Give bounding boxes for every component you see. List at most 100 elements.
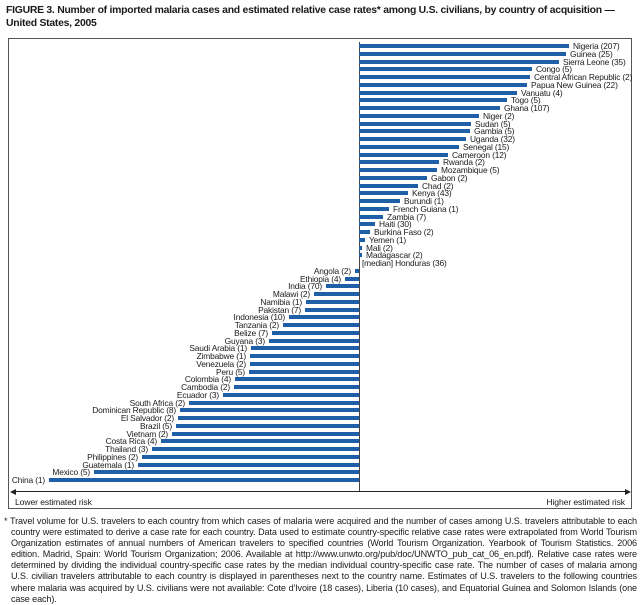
bar-label: Sierra Leone (35) [563, 56, 626, 67]
bar [359, 59, 559, 64]
bar-label: Central African Republic (2) [534, 72, 633, 82]
bar-label: Rwanda (2) [443, 157, 485, 168]
bar [359, 222, 375, 227]
bar-label: Ethiopia (4) [299, 273, 341, 284]
bar [269, 338, 359, 343]
bar [359, 253, 362, 258]
bar-label: Papua New Guinea (22) [531, 79, 618, 90]
bar-label: Indonesia (10) [233, 312, 286, 323]
bar-label: Thailand (3) [105, 444, 148, 454]
bar-label: Yemen (1) [369, 234, 406, 245]
bar [189, 400, 359, 405]
bar [359, 106, 500, 110]
bar [359, 67, 532, 72]
bar-label: Philippines (2) [87, 451, 138, 462]
bar [359, 175, 427, 180]
bar-label: [median] Honduras (36) [362, 258, 447, 268]
bar [250, 354, 359, 358]
bar [234, 385, 359, 389]
bar-label: Malawi (2) [272, 289, 310, 299]
bar-label: Angola (2) [313, 265, 351, 276]
bar-label: Namibia (1) [260, 296, 302, 307]
bar-label: Ecuador (3) [176, 389, 219, 400]
bar [359, 144, 459, 149]
bar-label: French Guiana (1) [393, 203, 459, 214]
footnote: * Travel volume for U.S. travelers to ea… [4, 516, 637, 604]
bar [359, 82, 527, 87]
bar-label: Dominican Republic (8) [92, 405, 176, 416]
bar-label: Brazil (5) [139, 420, 172, 431]
bar [305, 307, 359, 312]
bar [359, 214, 383, 219]
bar [359, 183, 418, 188]
bar-label: Congo (5) [536, 64, 572, 75]
bar-label: Peru (5) [215, 366, 245, 377]
bar [49, 478, 359, 482]
bar-label: Nigeria (207) [573, 41, 620, 51]
bar [359, 206, 389, 211]
bar-label: El Salvador (2) [120, 413, 174, 423]
bar [249, 369, 359, 374]
bar [359, 51, 566, 56]
bar [326, 284, 359, 289]
bar [359, 137, 466, 141]
bar-label: Pakistan (7) [258, 304, 301, 315]
bar-label: Cambodia (2) [181, 382, 230, 392]
arrow-left-icon [10, 488, 16, 495]
bar [359, 121, 471, 126]
bar [359, 129, 470, 134]
bar-label: Belize (7) [234, 327, 268, 338]
bar [172, 431, 359, 436]
bar [250, 361, 359, 366]
bar [359, 168, 437, 172]
bar [359, 98, 507, 103]
axis-label-higher-risk: Higher estimated risk [546, 497, 625, 507]
bar [359, 90, 517, 95]
bar-label: Haiti (30) [379, 219, 412, 230]
bar [178, 416, 359, 420]
bar [176, 423, 359, 428]
arrow-right-icon [625, 488, 631, 495]
bar-label: Venezuela (2) [196, 358, 246, 369]
bar-label: Colombia (4) [184, 374, 231, 385]
bar [142, 454, 359, 459]
bar [289, 315, 359, 320]
bar [251, 346, 359, 351]
bar-label: Niger (2) [483, 110, 515, 121]
bar-label: Cameroon (12) [452, 149, 507, 160]
bar [359, 44, 569, 48]
bar-label: China (1) [11, 475, 45, 485]
bar [359, 75, 530, 79]
bar [359, 245, 362, 250]
bar-label: Zimbabwe (1) [196, 351, 247, 361]
bar-label: India (70) [288, 281, 322, 292]
bar [359, 237, 365, 242]
bar-label: Costa Rica (4) [105, 436, 158, 447]
bar [314, 292, 359, 296]
bar-label: Saudi Arabia (1) [189, 343, 247, 354]
bar-label: Uganda (32) [470, 134, 515, 144]
bar [359, 230, 370, 234]
bar-label: Tanzania (2) [234, 320, 279, 330]
bar-label: Senegal (15) [463, 141, 510, 152]
bar-label: Guatemala (1) [82, 459, 134, 470]
bar-label: Vanuatu (4) [521, 87, 563, 98]
bar-label: South Africa (2) [129, 397, 185, 408]
bar [345, 276, 359, 281]
risk-axis-arrow [15, 491, 626, 492]
bar [359, 113, 479, 118]
bar [138, 462, 359, 467]
bar [161, 439, 359, 444]
bar-label: Guyana (3) [224, 335, 266, 346]
bar [359, 199, 400, 203]
bar-label: Vietnam (2) [126, 428, 169, 439]
bar [359, 152, 448, 157]
bar [359, 160, 439, 165]
bar-label: Burkina Faso (2) [374, 227, 434, 237]
median-axis-line [359, 42, 360, 492]
bar [272, 330, 359, 335]
bar [94, 470, 359, 475]
bar-label: Zambia (7) [387, 211, 426, 222]
bar [355, 268, 359, 273]
bar-label: Chad (2) [422, 180, 454, 191]
